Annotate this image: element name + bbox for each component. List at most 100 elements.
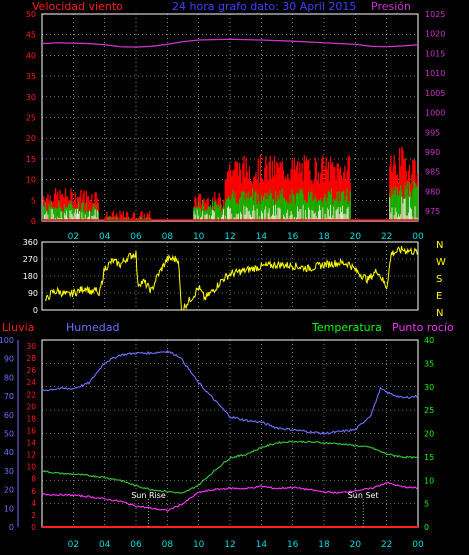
temperature-tick-label: 0 xyxy=(424,523,429,532)
rain-tick-label: 20 xyxy=(26,402,36,411)
bottom-x-tick-label: 18 xyxy=(318,540,330,550)
climate-legend: Lluvia Humedad Temperatura Punto rocío xyxy=(2,321,454,334)
rain-tick-label: 8 xyxy=(31,475,36,484)
pressure-tick-label: 1025 xyxy=(425,10,445,19)
pressure-tick-label: 1010 xyxy=(425,69,445,78)
wind-tick-label: 50 xyxy=(26,10,36,19)
top-x-tick-label: 18 xyxy=(318,232,330,242)
direction-tick-label: 360 xyxy=(23,238,38,247)
plot-frame xyxy=(41,241,419,311)
pressure-tick-label: 1000 xyxy=(425,109,445,118)
series-line xyxy=(41,481,419,512)
temperature-tick-label: 30 xyxy=(424,383,434,392)
rain-tick-label: 0 xyxy=(31,523,36,532)
top-x-tick-label: 14 xyxy=(256,232,268,242)
bottom-x-tick-label: 22 xyxy=(381,540,392,550)
rain-tick-label: 10 xyxy=(26,463,36,472)
top-x-tick-label: 06 xyxy=(130,232,142,242)
wind-tick-label: 0 xyxy=(31,217,36,226)
climate-panel: 0102030405060708090100024681012141618202… xyxy=(0,336,434,532)
humidity-tick-label: 100 xyxy=(0,336,14,345)
sun-marker-label: Sun Rise xyxy=(131,491,166,500)
direction-tick-label: 90 xyxy=(28,289,38,298)
wind-tick-label: 35 xyxy=(26,72,36,81)
humidity-tick-label: 20 xyxy=(4,486,14,495)
wind-tick-label: 25 xyxy=(26,114,36,123)
rain-tick-label: 12 xyxy=(26,451,36,460)
pressure-tick-label: 995 xyxy=(425,128,440,137)
humidity-axis-label: Humedad xyxy=(66,321,119,334)
top-x-tick-label: 00 xyxy=(412,232,424,242)
humidity-tick-label: 60 xyxy=(4,411,14,420)
rain-tick-label: 18 xyxy=(26,414,36,423)
bottom-x-tick-label: 00 xyxy=(412,540,424,550)
humidity-tick-label: 70 xyxy=(4,392,14,401)
wind-speed-header: Velocidad viento xyxy=(32,0,123,13)
compass-label: W xyxy=(436,257,446,268)
rain-axis-label: Lluvia xyxy=(2,321,34,334)
humidity-tick-label: 80 xyxy=(4,373,14,382)
pressure-tick-label: 990 xyxy=(425,148,440,157)
pressure-header: Presión xyxy=(371,0,411,13)
series-line xyxy=(42,440,419,494)
direction-tick-label: 0 xyxy=(33,306,38,315)
wind-direction-line xyxy=(44,245,418,311)
wind-pressure-panel: 0510152025303540455097598098599099510001… xyxy=(26,10,446,226)
series-line xyxy=(41,350,419,435)
rain-tick-label: 30 xyxy=(26,342,36,351)
wind-tick-label: 45 xyxy=(26,31,36,40)
rain-tick-label: 24 xyxy=(26,378,36,387)
wind-tick-label: 15 xyxy=(26,155,36,164)
bottom-x-tick-label: 12 xyxy=(224,540,235,550)
temperature-tick-label: 20 xyxy=(424,430,434,439)
rain-tick-label: 16 xyxy=(26,426,36,435)
top-x-tick-label: 04 xyxy=(99,232,111,242)
pressure-tick-label: 980 xyxy=(425,187,440,196)
temperature-tick-label: 5 xyxy=(424,500,429,509)
bottom-x-tick-label: 10 xyxy=(193,540,205,550)
bottom-x-tick-label: 08 xyxy=(162,540,174,550)
rain-tick-label: 28 xyxy=(26,354,36,363)
bottom-x-tick-label: 20 xyxy=(350,540,362,550)
bottom-x-tick-label: 16 xyxy=(287,540,299,550)
humidity-tick-label: 90 xyxy=(4,355,14,364)
bottom-x-tick-label: 06 xyxy=(130,540,142,550)
top-x-tick-label: 12 xyxy=(224,232,235,242)
rain-tick-label: 4 xyxy=(31,499,36,508)
rain-tick-label: 2 xyxy=(31,511,36,520)
bottom-x-tick-label: 04 xyxy=(99,540,111,550)
top-x-tick-label: 22 xyxy=(381,232,392,242)
humidity-tick-label: 0 xyxy=(9,523,14,532)
pressure-tick-label: 1005 xyxy=(425,89,445,98)
rain-tick-label: 6 xyxy=(31,487,36,496)
temperature-tick-label: 40 xyxy=(424,336,434,345)
bottom-x-tick-label: 14 xyxy=(256,540,268,550)
dew-point-axis-label: Punto rocío xyxy=(392,321,454,334)
temperature-tick-label: 10 xyxy=(424,476,434,485)
temperature-axis-label: Temperatura xyxy=(311,321,382,334)
pressure-tick-label: 1020 xyxy=(425,30,445,39)
humidity-tick-label: 30 xyxy=(4,467,14,476)
compass-label: N xyxy=(436,240,443,251)
wind-tick-label: 10 xyxy=(26,176,36,185)
humidity-tick-label: 40 xyxy=(4,448,14,457)
top-x-tick-label: 08 xyxy=(162,232,174,242)
wind-tick-label: 40 xyxy=(26,51,36,60)
rain-tick-label: 14 xyxy=(26,439,36,448)
top-x-tick-label: 10 xyxy=(193,232,205,242)
wind-tick-label: 30 xyxy=(26,93,36,102)
top-x-tick-label: 02 xyxy=(68,232,79,242)
direction-tick-label: 180 xyxy=(23,272,38,281)
wind-tick-label: 5 xyxy=(31,196,36,205)
top-x-tick-label: 20 xyxy=(350,232,362,242)
humidity-tick-label: 10 xyxy=(4,504,14,513)
wind-tick-label: 20 xyxy=(26,134,36,143)
top-x-tick-label: 16 xyxy=(287,232,299,242)
compass-label: S xyxy=(436,274,442,285)
pressure-tick-label: 1015 xyxy=(425,49,445,58)
rain-tick-label: 26 xyxy=(26,366,36,375)
compass-label: N xyxy=(436,308,443,319)
x-axis-ticks: 02 02 04 04 06 06 08 08 10 10 12 12 14 14 16 16 18 18 20 20… xyxy=(68,232,424,550)
